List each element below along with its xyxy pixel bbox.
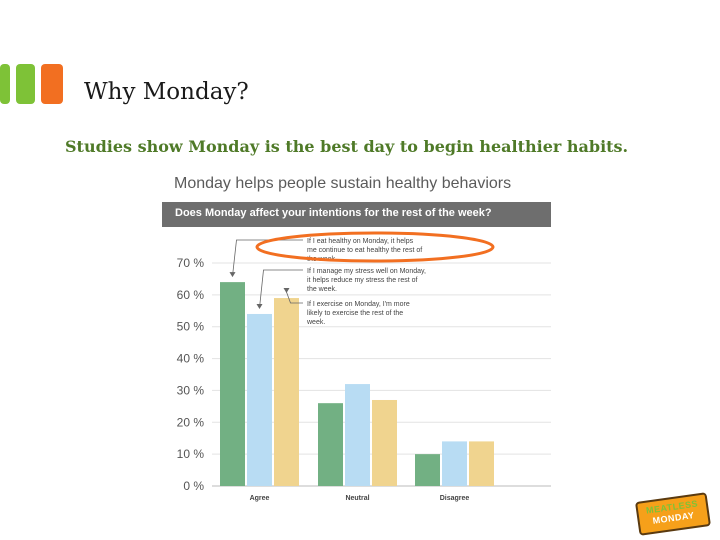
series-annotation: the week.: [307, 286, 337, 293]
slide-subtitle: Studies show Monday is the best day to b…: [65, 137, 629, 156]
series-annotation: likely to exercise the rest of the: [307, 310, 403, 317]
bar: [372, 399, 397, 486]
y-tick-label: 50 %: [177, 320, 205, 334]
bar: [274, 298, 299, 486]
series-annotation: me continue to eat healthy the rest of: [307, 247, 422, 254]
chart-question-banner: Does Monday affect your intentions for t…: [162, 202, 551, 227]
y-tick-label: 0 %: [183, 479, 204, 493]
bar: [247, 313, 272, 486]
annotation-leader-line: [259, 269, 303, 309]
bar: [469, 441, 494, 486]
x-category-label: Neutral: [345, 495, 369, 502]
decorative-bar-green-small: [0, 64, 10, 104]
series-annotation: If I exercise on Monday, I'm more: [307, 301, 410, 308]
slide-title: Why Monday?: [84, 79, 249, 105]
bar: [442, 441, 467, 486]
series-annotation: If I manage my stress well on Monday,: [307, 268, 426, 275]
y-tick-label: 60 %: [177, 288, 205, 302]
annotation-arrowhead: [229, 272, 236, 278]
series-annotation: it helps reduce my stress the rest of: [307, 277, 418, 284]
series-annotation: If I eat healthy on Monday, it helps: [307, 238, 414, 245]
series-annotation: week.: [306, 319, 325, 326]
decorative-bar-orange: [41, 64, 63, 104]
bar: [318, 403, 343, 486]
highlight-circle: [255, 231, 495, 263]
bar: [220, 282, 245, 486]
y-tick-label: 70 %: [177, 256, 205, 270]
annotation-arrowhead: [256, 303, 263, 309]
annotation-leader-line: [286, 291, 303, 304]
bar: [345, 384, 370, 486]
chart-title: Monday helps people sustain healthy beha…: [174, 175, 512, 192]
x-category-label: Disagree: [440, 495, 470, 502]
decorative-bar-green: [16, 64, 35, 104]
y-tick-label: 40 %: [177, 352, 205, 366]
y-tick-label: 20 %: [177, 415, 205, 429]
y-tick-label: 10 %: [177, 447, 205, 461]
chart-question: Does Monday affect your intentions for t…: [175, 207, 492, 219]
annotation-arrowhead: [283, 288, 290, 294]
bar: [415, 454, 440, 486]
y-tick-label: 30 %: [177, 383, 205, 397]
x-category-label: Agree: [250, 495, 270, 502]
